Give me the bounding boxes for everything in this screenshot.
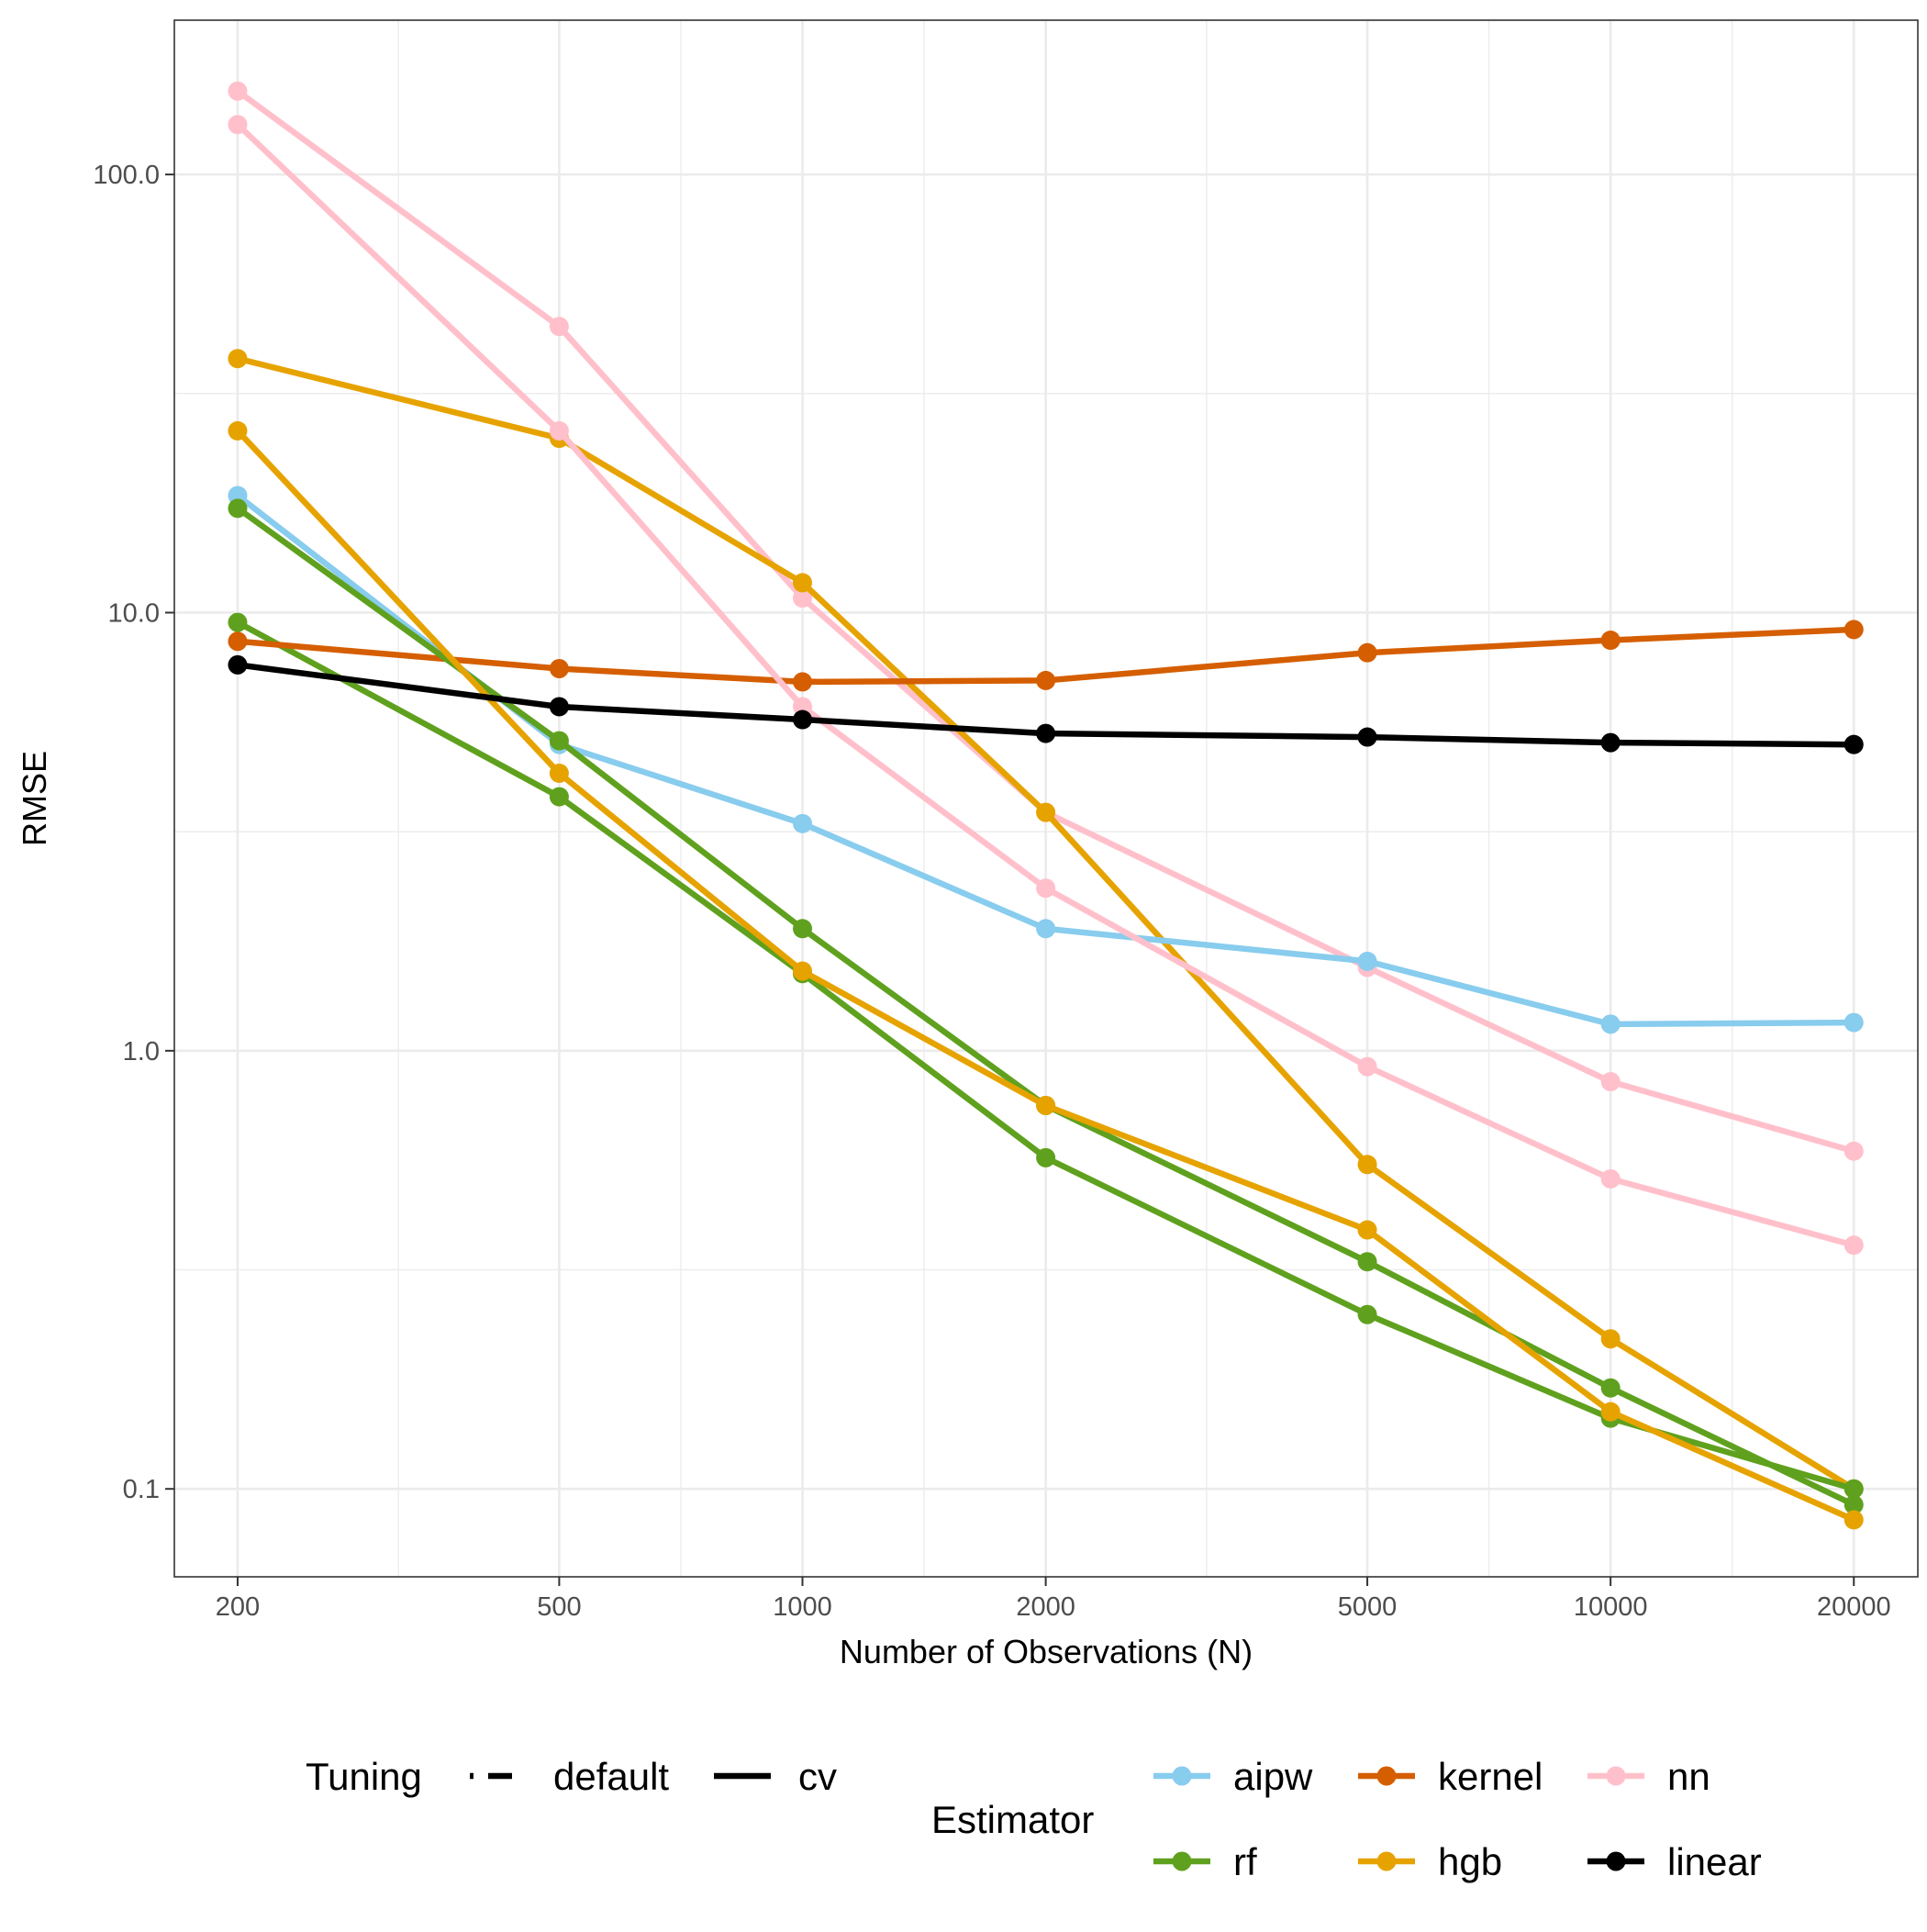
- data-point-kernel-cv: [1600, 631, 1621, 651]
- data-point-aipw-cv: [1843, 1012, 1864, 1033]
- data-point-kernel-cv: [793, 672, 813, 692]
- data-point-nn-cv: [1843, 1235, 1864, 1256]
- series-layer: [228, 81, 1864, 1530]
- data-point-hgb-default: [1357, 1155, 1377, 1175]
- data-point-linear-cv: [793, 709, 813, 730]
- y-tick-label: 0.1: [123, 1475, 160, 1504]
- legend-key-point-linear: [1606, 1851, 1626, 1871]
- legend-label-aipw: aipw: [1233, 1755, 1313, 1798]
- data-point-aipw-cv: [793, 813, 813, 833]
- data-point-hgb-default: [793, 573, 813, 593]
- legend-label-nn: nn: [1667, 1755, 1710, 1798]
- data-point-rf-cv: [549, 731, 569, 751]
- data-point-kernel-cv: [1357, 642, 1377, 663]
- legend-label-kernel: kernel: [1438, 1755, 1543, 1798]
- data-point-hgb-default: [228, 349, 248, 369]
- legend-key-point-rf: [1172, 1851, 1192, 1871]
- data-point-hgb-cv: [1843, 1510, 1864, 1530]
- data-point-kernel-cv: [228, 631, 248, 652]
- x-tick-label: 200: [216, 1592, 260, 1622]
- data-point-hgb-default: [1036, 802, 1056, 822]
- data-point-aipw-cv: [1036, 919, 1056, 939]
- data-point-rf-cv: [1357, 1252, 1377, 1272]
- data-point-kernel-cv: [1843, 620, 1864, 640]
- data-point-hgb-cv: [1036, 1095, 1056, 1115]
- legend-key-point-aipw: [1172, 1766, 1192, 1786]
- legend-key-point-kernel: [1376, 1766, 1397, 1786]
- x-tick-label: 20000: [1817, 1592, 1891, 1622]
- data-point-rf-default: [1036, 1147, 1056, 1167]
- data-point-hgb-cv: [228, 420, 248, 441]
- data-point-nn-default: [1843, 1141, 1864, 1161]
- data-point-rf-default: [1843, 1479, 1864, 1499]
- data-point-linear-cv: [228, 654, 248, 675]
- legend-label-cv: cv: [798, 1755, 837, 1798]
- legend-estimator-title: Estimator: [931, 1798, 1094, 1841]
- legend-label-default: default: [553, 1755, 669, 1798]
- data-point-nn-cv: [1600, 1168, 1621, 1189]
- data-point-rf-cv: [1600, 1378, 1621, 1398]
- data-point-nn-default: [1600, 1072, 1621, 1092]
- legend-key-point-hgb: [1376, 1851, 1397, 1871]
- data-point-nn-cv: [228, 115, 248, 135]
- legend-label-linear: linear: [1667, 1840, 1762, 1883]
- data-point-hgb-cv: [793, 961, 813, 981]
- data-point-nn-cv: [1357, 1056, 1377, 1077]
- data-point-linear-cv: [1036, 723, 1056, 743]
- x-tick-label: 5000: [1338, 1592, 1398, 1622]
- x-tick-label: 500: [537, 1592, 581, 1622]
- axis-layer: 200 500 1000 2000 5000 10000 20000 0.1 1.0 10.0 10…: [93, 161, 1890, 1622]
- data-point-linear-cv: [1357, 727, 1377, 747]
- data-point-rf-cv: [1843, 1494, 1864, 1514]
- y-tick-label: 1.0: [123, 1037, 160, 1067]
- x-tick-label: 2000: [1016, 1592, 1075, 1622]
- data-point-aipw-cv: [1600, 1014, 1621, 1034]
- data-point-kernel-cv: [1036, 670, 1056, 690]
- data-point-nn-cv: [1036, 878, 1056, 899]
- data-point-hgb-cv: [1357, 1220, 1377, 1240]
- legend-label-hgb: hgb: [1438, 1840, 1502, 1883]
- data-point-aipw-cv: [1357, 951, 1377, 971]
- data-point-rf-cv: [228, 498, 248, 519]
- data-point-nn-default: [549, 317, 569, 337]
- data-point-hgb-cv: [549, 763, 569, 783]
- x-tick-label: 1000: [773, 1592, 832, 1622]
- data-point-hgb-default: [1600, 1329, 1621, 1349]
- legend: Tuning Estimator default cv aipw kernel nn rf…: [306, 1755, 1762, 1883]
- data-point-hgb-cv: [1600, 1402, 1621, 1422]
- legend-label-rf: rf: [1233, 1840, 1257, 1883]
- legend-tuning-title: Tuning: [306, 1755, 422, 1798]
- data-point-rf-cv: [793, 919, 813, 939]
- data-point-rf-default: [228, 612, 248, 632]
- y-axis-title: RMSE: [16, 751, 53, 846]
- data-point-rf-default: [549, 787, 569, 807]
- x-tick-label: 10000: [1574, 1592, 1648, 1622]
- data-point-linear-cv: [549, 697, 569, 717]
- data-point-nn-default: [228, 81, 248, 101]
- data-point-nn-default: [793, 588, 813, 609]
- x-axis-title: Number of Observations (N): [840, 1633, 1253, 1670]
- data-point-nn-cv: [549, 420, 569, 441]
- data-point-linear-cv: [1600, 732, 1621, 753]
- y-tick-label: 10.0: [108, 598, 160, 628]
- y-tick-label: 100.0: [93, 161, 160, 190]
- legend-key-point-nn: [1606, 1766, 1626, 1786]
- data-point-kernel-cv: [549, 659, 569, 679]
- data-point-rf-default: [1357, 1304, 1377, 1324]
- data-point-linear-cv: [1843, 734, 1864, 754]
